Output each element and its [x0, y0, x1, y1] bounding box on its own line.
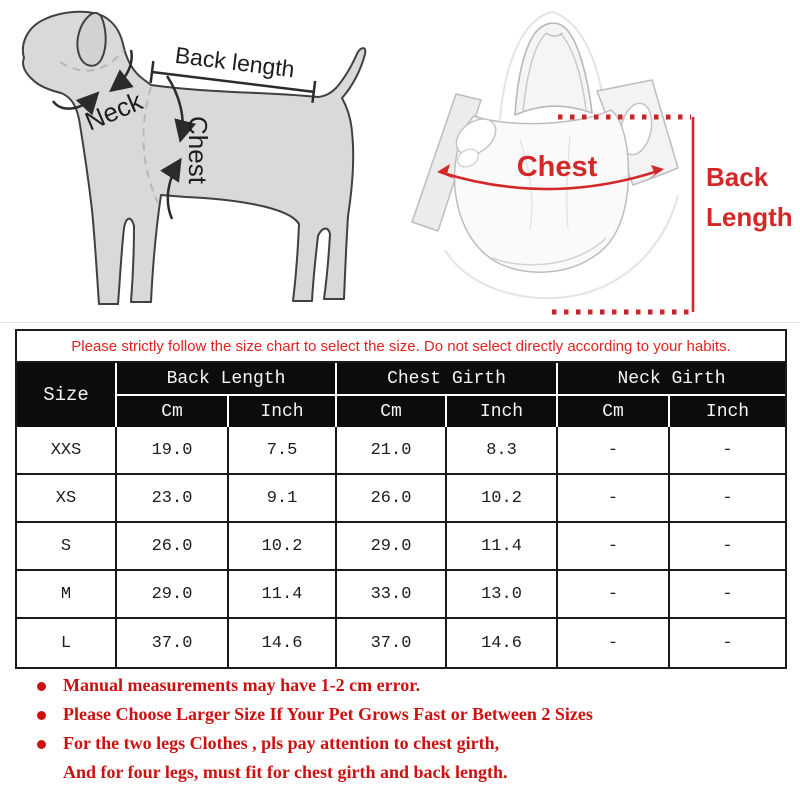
value-cell: 10.2 — [447, 475, 558, 523]
value-cell: - — [670, 619, 786, 667]
value-cell: - — [670, 523, 786, 571]
note-text: Please Choose Larger Size If Your Pet Gr… — [63, 704, 593, 724]
size-cell: L — [17, 619, 117, 667]
value-cell: 11.4 — [447, 523, 558, 571]
bullet-icon — [37, 710, 46, 720]
garment-length-label: Length — [706, 202, 793, 232]
chest-arrow-top — [165, 75, 197, 143]
value-cell: 26.0 — [117, 523, 229, 571]
garment-chest-label: Chest — [517, 151, 598, 183]
value-cell: - — [558, 523, 670, 571]
garment-back-label: Back — [706, 162, 769, 192]
header-unit-row: Cm Inch Cm Inch Cm Inch — [17, 396, 786, 427]
dog-silhouette — [22, 10, 367, 305]
value-cell: - — [670, 475, 786, 523]
unit-header: Inch — [670, 396, 786, 427]
note-text: And for four legs, must fit for chest gi… — [63, 762, 508, 782]
size-cell: S — [17, 523, 117, 571]
size-cell: M — [17, 571, 117, 619]
value-cell: 14.6 — [229, 619, 337, 667]
dog-chest-label: Chest — [183, 116, 213, 185]
garment-outer-silhouette — [444, 10, 679, 300]
unit-header: Cm — [337, 396, 447, 427]
value-cell: 11.4 — [229, 571, 337, 619]
garment-left-armhole — [455, 118, 497, 156]
garment-measurement-diagram: Chest Back Length — [411, 10, 793, 315]
table-row-m: M 29.0 11.4 33.0 13.0 - - — [17, 571, 786, 619]
value-cell: 14.6 — [447, 619, 558, 667]
garment-wrinkle-lines — [519, 134, 571, 231]
value-cell: - — [558, 571, 670, 619]
value-cell: - — [558, 427, 670, 475]
dog-ear — [76, 11, 107, 67]
unit-header: Cm — [558, 396, 670, 427]
garment-chest-arrow-head-left — [437, 164, 455, 179]
garment-hem-line — [491, 237, 607, 266]
value-cell: 10.2 — [229, 523, 337, 571]
bullet-icon — [37, 739, 46, 749]
neck-arrow-left — [51, 91, 100, 116]
value-cell: 19.0 — [117, 427, 229, 475]
value-cell: 29.0 — [337, 523, 447, 571]
neck-girth-dashed-line — [59, 49, 125, 72]
table-row-xs: XS 23.0 9.1 26.0 10.2 - - — [17, 475, 786, 523]
note-item: For the two legs Clothes , pls pay atten… — [35, 729, 775, 758]
unit-header: Inch — [229, 396, 337, 427]
size-cell: XXS — [17, 427, 117, 475]
chest-girth-dashed-line — [142, 86, 159, 204]
note-item: Manual measurements may have 1-2 cm erro… — [35, 671, 775, 700]
notes-section: Manual measurements may have 1-2 cm erro… — [35, 671, 775, 787]
measurement-illustrations: Back length Neck Chest Chest — [0, 0, 800, 325]
value-cell: 23.0 — [117, 475, 229, 523]
value-cell: - — [558, 619, 670, 667]
table-row-xxs: XXS 19.0 7.5 21.0 8.3 - - — [17, 427, 786, 475]
dog-measurement-diagram: Back length Neck Chest — [22, 10, 367, 305]
value-cell: 26.0 — [337, 475, 447, 523]
value-cell: - — [670, 571, 786, 619]
section-divider — [0, 322, 800, 323]
chest-arrow-bottom — [160, 157, 182, 220]
note-text: For the two legs Clothes , pls pay atten… — [63, 733, 500, 753]
size-table-section: Please strictly follow the size chart to… — [15, 329, 788, 669]
value-cell: - — [558, 475, 670, 523]
garment-left-armhole-inner — [457, 148, 479, 168]
size-cell: XS — [17, 475, 117, 523]
value-cell: 37.0 — [117, 619, 229, 667]
value-cell: 8.3 — [447, 427, 558, 475]
bullet-icon — [37, 681, 46, 691]
value-cell: 21.0 — [337, 427, 447, 475]
chest-girth-header: Chest Girth — [337, 363, 558, 396]
value-cell: 33.0 — [337, 571, 447, 619]
note-item: Please Choose Larger Size If Your Pet Gr… — [35, 700, 775, 729]
unit-header: Inch — [447, 396, 558, 427]
value-cell: 29.0 — [117, 571, 229, 619]
garment-chest-arrow — [439, 168, 662, 191]
value-cell: 13.0 — [447, 571, 558, 619]
value-cell: 7.5 — [229, 427, 337, 475]
size-table: Please strictly follow the size chart to… — [15, 329, 788, 669]
table-row-s: S 26.0 10.2 29.0 11.4 - - — [17, 523, 786, 571]
disclaimer-row: Please strictly follow the size chart to… — [17, 331, 786, 363]
garment-hood-drawstring — [545, 32, 564, 37]
value-cell: - — [670, 427, 786, 475]
disclaimer-text: Please strictly follow the size chart to… — [17, 331, 786, 363]
garment-hood — [514, 22, 593, 116]
header-group-row: Size Back Length Chest Girth Neck Girth — [17, 363, 786, 427]
note-text: Manual measurements may have 1-2 cm erro… — [63, 675, 421, 695]
garment-hood-inner-edge — [522, 32, 587, 113]
size-column-header: Size — [17, 363, 117, 427]
unit-header: Cm — [117, 396, 229, 427]
neck-arrow-right — [109, 49, 134, 93]
garment-chest-arrow-head-right — [648, 165, 664, 180]
value-cell: 9.1 — [229, 475, 337, 523]
value-cell: 37.0 — [337, 619, 447, 667]
neck-girth-header: Neck Girth — [558, 363, 786, 396]
note-item-continuation: And for four legs, must fit for chest gi… — [35, 758, 775, 787]
back-length-header: Back Length — [117, 363, 337, 396]
table-row-l: L 37.0 14.6 37.0 14.6 - - — [17, 619, 786, 667]
